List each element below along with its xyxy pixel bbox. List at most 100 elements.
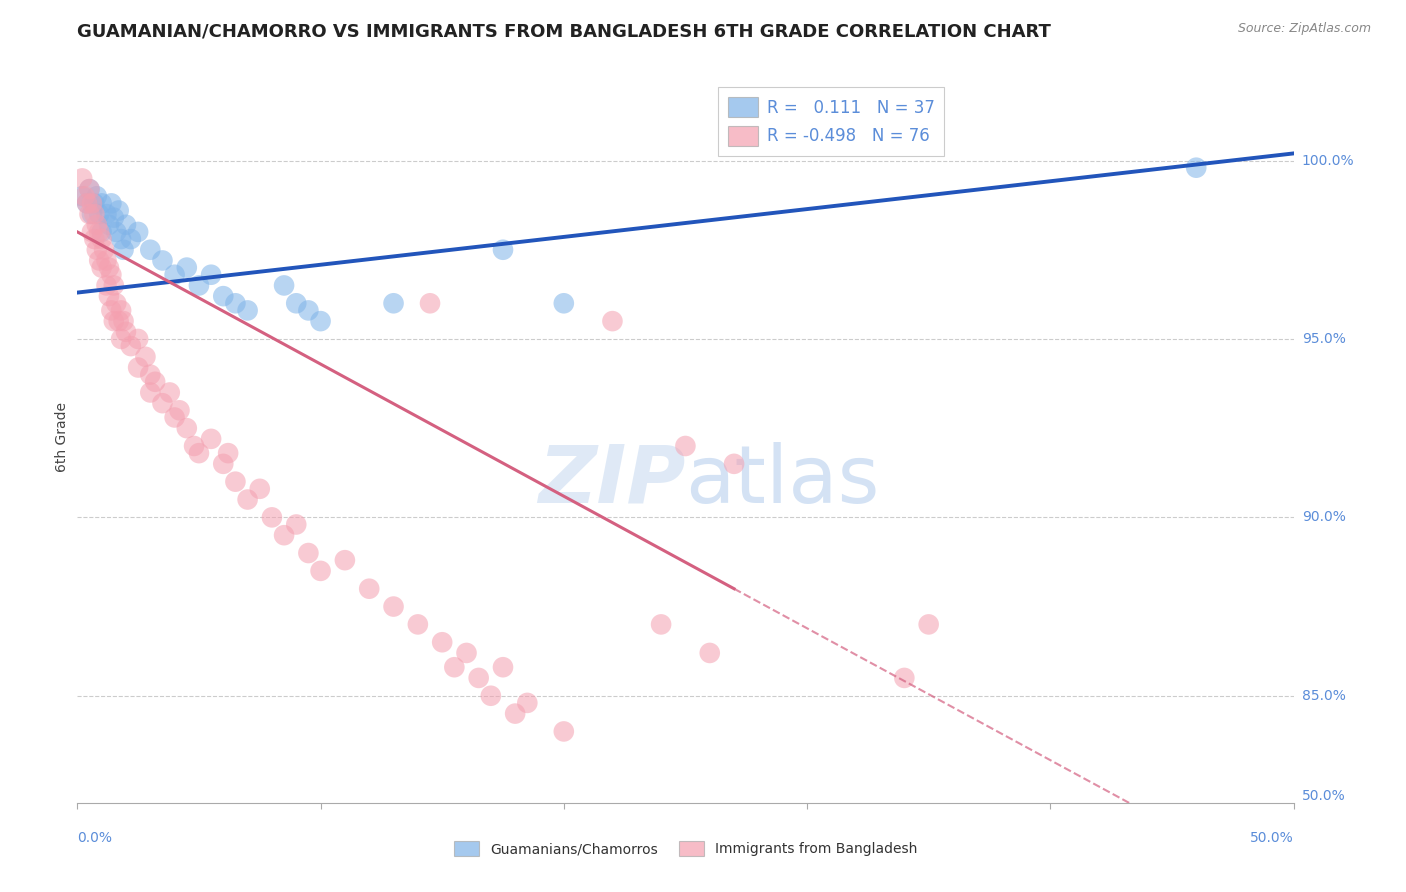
Point [516, 696, 538, 710]
Text: 50.0%: 50.0% [1250, 830, 1294, 845]
Point [217, 446, 239, 460]
Point [83, 196, 105, 211]
Point [90, 260, 112, 275]
Point [120, 232, 142, 246]
Point [103, 211, 125, 225]
Point [80, 225, 103, 239]
Point [675, 439, 697, 453]
Point [110, 232, 132, 246]
Point [107, 314, 129, 328]
Point [100, 196, 122, 211]
Point [70, 189, 93, 203]
Point [97, 260, 120, 275]
Point [918, 617, 941, 632]
Point [83, 207, 105, 221]
Point [134, 350, 156, 364]
Point [70, 171, 93, 186]
Point [103, 314, 125, 328]
Point [107, 203, 129, 218]
Point [90, 232, 112, 246]
Point [236, 303, 259, 318]
Point [110, 332, 132, 346]
Point [309, 564, 332, 578]
Point [285, 517, 308, 532]
Text: 50.0%: 50.0% [1302, 789, 1346, 803]
Point [97, 218, 120, 232]
Point [699, 646, 721, 660]
Point [1185, 161, 1208, 175]
Point [467, 671, 489, 685]
Text: GUAMANIAN/CHAMORRO VS IMMIGRANTS FROM BANGLADESH 6TH GRADE CORRELATION CHART: GUAMANIAN/CHAMORRO VS IMMIGRANTS FROM BA… [77, 22, 1052, 40]
Point [73, 189, 96, 203]
Point [163, 410, 186, 425]
Point [80, 196, 103, 211]
Point [273, 278, 295, 293]
Point [285, 296, 308, 310]
Y-axis label: 6th Grade: 6th Grade [55, 402, 69, 472]
Point [479, 689, 502, 703]
Point [212, 457, 235, 471]
Point [224, 475, 246, 489]
Point [110, 303, 132, 318]
Point [86, 189, 108, 203]
Point [90, 196, 112, 211]
Point [96, 253, 118, 268]
Point [97, 289, 120, 303]
Point [169, 403, 191, 417]
Point [100, 268, 122, 282]
Point [553, 296, 575, 310]
Point [105, 296, 128, 310]
Point [419, 296, 441, 310]
Point [273, 528, 295, 542]
Point [492, 243, 515, 257]
Point [443, 660, 465, 674]
Point [297, 546, 319, 560]
Point [103, 278, 125, 293]
Point [76, 196, 98, 211]
Point [89, 225, 111, 239]
Point [89, 207, 111, 221]
Point [143, 375, 166, 389]
Point [176, 421, 198, 435]
Point [89, 253, 111, 268]
Point [159, 385, 181, 400]
Point [503, 706, 526, 721]
Point [163, 268, 186, 282]
Point [83, 232, 105, 246]
Point [90, 225, 112, 239]
Point [188, 278, 211, 293]
Point [382, 296, 405, 310]
Point [127, 360, 149, 375]
Text: 95.0%: 95.0% [1302, 332, 1346, 346]
Point [115, 218, 138, 232]
Point [723, 457, 745, 471]
Point [176, 260, 198, 275]
Point [359, 582, 381, 596]
Point [893, 671, 915, 685]
Point [80, 207, 103, 221]
Point [382, 599, 405, 614]
Point [100, 303, 122, 318]
Point [79, 182, 101, 196]
Point [183, 439, 205, 453]
Point [430, 635, 453, 649]
Point [127, 332, 149, 346]
Point [76, 196, 98, 211]
Point [86, 218, 108, 232]
Point [249, 482, 271, 496]
Point [297, 303, 319, 318]
Text: 85.0%: 85.0% [1302, 689, 1346, 703]
Point [79, 207, 101, 221]
Point [602, 314, 624, 328]
Point [115, 325, 138, 339]
Point [139, 368, 162, 382]
Point [260, 510, 283, 524]
Text: 100.0%: 100.0% [1302, 153, 1354, 168]
Point [406, 617, 429, 632]
Point [112, 243, 135, 257]
Point [139, 243, 162, 257]
Point [492, 660, 515, 674]
Text: Source: ZipAtlas.com: Source: ZipAtlas.com [1237, 22, 1371, 36]
Point [224, 296, 246, 310]
Text: ZIP: ZIP [538, 442, 686, 520]
